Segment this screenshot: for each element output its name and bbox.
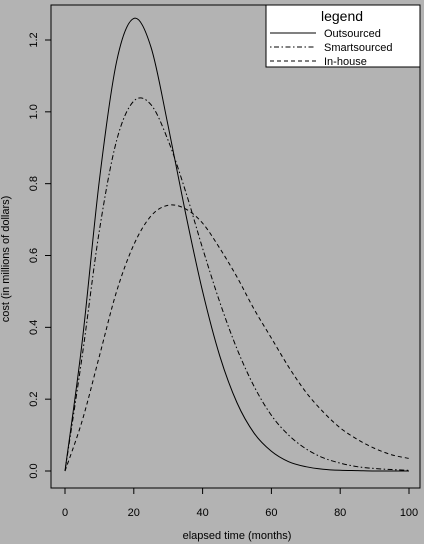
legend-box: [265, 4, 421, 68]
series-line-outsourced: [64, 17, 409, 472]
legend-label: In-house: [324, 56, 367, 68]
x-axis: 0 20 40 60 80 100: [62, 487, 418, 519]
y-tick-label: 0.8: [28, 176, 40, 191]
x-tick-label: 100: [400, 507, 418, 519]
y-tick-label: 0.6: [28, 248, 40, 263]
series-line-in-house: [64, 204, 410, 472]
x-axis-title: elapsed time (months): [183, 530, 292, 542]
legend-title: legend: [321, 8, 363, 24]
y-tick-label: 1.2: [28, 32, 40, 47]
series-layer: [64, 17, 410, 472]
y-axis-title: cost (in millions of dollars): [0, 196, 12, 323]
y-tick-label: 1.0: [28, 104, 40, 119]
x-tick-label: 0: [62, 507, 68, 519]
x-tick-label: 40: [196, 507, 208, 519]
y-tick-label: 0.4: [28, 320, 40, 335]
x-tick-label: 80: [334, 507, 346, 519]
x-tick-label: 60: [265, 507, 277, 519]
x-tick-label: 20: [128, 507, 140, 519]
legend: legend Outsourced Smartsourced In-house: [265, 4, 421, 68]
legend-label: Smartsourced: [324, 42, 392, 54]
series-line-smartsourced: [64, 97, 410, 472]
y-tick-label: 0.0: [28, 463, 40, 478]
y-tick-label: 0.2: [28, 392, 40, 407]
y-axis: 0.0 0.2 0.4 0.6 0.8 1.0 1.2: [28, 32, 52, 479]
legend-label: Outsourced: [324, 28, 381, 40]
legend-entries: Outsourced Smartsourced In-house: [270, 28, 392, 68]
